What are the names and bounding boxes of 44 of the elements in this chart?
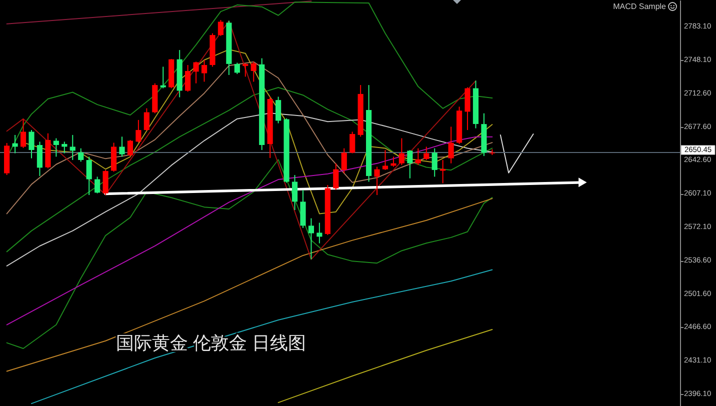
candlestick <box>234 62 240 75</box>
line-series <box>6 136 493 326</box>
candlestick <box>193 61 199 84</box>
candlestick <box>218 20 224 36</box>
candlestick <box>350 131 356 154</box>
candlestick <box>341 148 347 174</box>
candlestick <box>382 150 388 170</box>
line-series <box>31 269 493 404</box>
candlestick <box>36 141 43 177</box>
candlestick <box>86 156 92 196</box>
candlestick <box>374 166 380 196</box>
candlestick <box>20 118 26 148</box>
candlestick <box>28 130 34 159</box>
candlestick <box>144 108 150 132</box>
candlestick <box>127 139 134 158</box>
candlestick <box>53 138 59 158</box>
candlestick <box>407 150 413 179</box>
annotation: MACD Sample <box>613 2 667 11</box>
candlestick <box>390 156 396 168</box>
candlestick <box>415 148 421 166</box>
candlestick <box>448 126 454 164</box>
candlestick <box>250 61 256 82</box>
candlestick <box>136 119 142 144</box>
candlestick <box>242 62 248 78</box>
candlestick <box>102 169 108 196</box>
candlestick <box>119 136 125 158</box>
candlestick <box>333 162 339 190</box>
candlestick <box>94 176 100 194</box>
candlestick <box>464 86 470 131</box>
candlestick <box>308 218 314 260</box>
candlestick <box>432 148 438 178</box>
candlestick <box>185 64 191 92</box>
candlestick <box>201 59 208 82</box>
candlestick <box>316 222 322 244</box>
candlestick <box>276 96 282 124</box>
line-series <box>6 198 493 372</box>
candlestick <box>398 138 404 166</box>
candlestick <box>78 148 84 162</box>
candlestick <box>424 146 430 161</box>
candlestick <box>292 174 298 211</box>
candlestick <box>70 134 76 161</box>
line-series <box>6 20 476 260</box>
line-series <box>6 87 493 252</box>
candlestick <box>160 66 166 89</box>
